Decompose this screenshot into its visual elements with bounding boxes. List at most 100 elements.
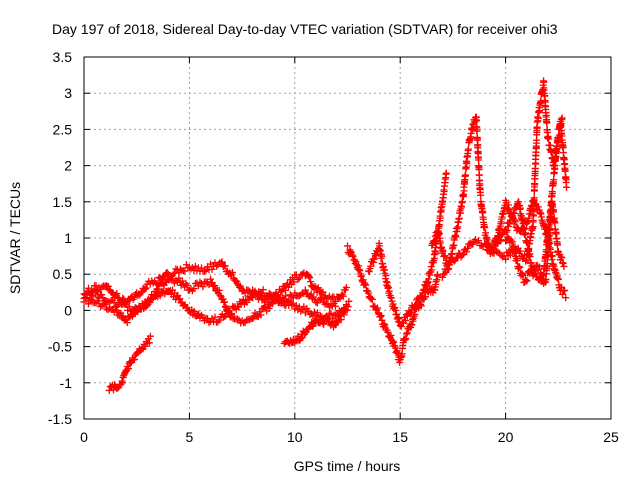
data-point bbox=[365, 289, 373, 297]
data-point bbox=[292, 302, 300, 310]
y-tick-label: -1 bbox=[60, 375, 73, 391]
data-point bbox=[297, 334, 305, 342]
data-point bbox=[502, 255, 510, 263]
data-point bbox=[285, 296, 293, 304]
data-point bbox=[119, 294, 127, 302]
data-point bbox=[347, 248, 355, 256]
data-point bbox=[482, 241, 490, 249]
data-point bbox=[196, 314, 204, 322]
data-point bbox=[106, 304, 114, 312]
data-point bbox=[412, 302, 420, 310]
series-track-a bbox=[80, 258, 350, 308]
data-point bbox=[327, 301, 335, 309]
data-point bbox=[283, 298, 291, 306]
data-point bbox=[481, 224, 489, 232]
data-point bbox=[387, 331, 395, 339]
data-point bbox=[145, 297, 153, 305]
data-point bbox=[531, 267, 539, 275]
data-point bbox=[370, 255, 378, 263]
data-point bbox=[401, 317, 409, 325]
data-point bbox=[146, 299, 154, 307]
data-point bbox=[513, 256, 521, 264]
data-point bbox=[178, 277, 186, 285]
data-point bbox=[217, 259, 225, 267]
data-point bbox=[558, 114, 566, 122]
data-point bbox=[521, 276, 529, 284]
data-point bbox=[211, 313, 219, 321]
data-point bbox=[224, 305, 232, 313]
x-tick-label: 0 bbox=[80, 429, 88, 445]
data-point bbox=[187, 265, 195, 273]
data-point bbox=[403, 330, 411, 338]
data-point bbox=[202, 266, 210, 274]
data-point bbox=[190, 307, 198, 315]
x-axis-ticks: 0 5 10 15 20 25 bbox=[80, 57, 619, 445]
data-point bbox=[176, 295, 184, 303]
data-point bbox=[419, 286, 427, 294]
data-point bbox=[352, 258, 360, 266]
data-point bbox=[265, 289, 273, 297]
series-track-e bbox=[280, 297, 353, 348]
data-point bbox=[518, 271, 526, 279]
data-point bbox=[277, 299, 285, 307]
data-point bbox=[438, 246, 446, 254]
data-point bbox=[532, 159, 540, 167]
data-point bbox=[306, 311, 314, 319]
data-point bbox=[228, 310, 236, 318]
data-point bbox=[368, 295, 376, 303]
data-point bbox=[380, 320, 388, 328]
x-axis-label: GPS time / hours bbox=[294, 458, 401, 474]
data-point bbox=[325, 310, 333, 318]
data-point bbox=[384, 328, 392, 336]
data-point bbox=[110, 298, 118, 306]
data-point bbox=[344, 303, 352, 311]
data-point bbox=[369, 258, 377, 266]
data-point bbox=[206, 275, 214, 283]
data-point bbox=[555, 131, 563, 139]
series-track-g bbox=[365, 169, 450, 330]
data-point bbox=[213, 262, 221, 270]
data-point bbox=[141, 285, 149, 293]
data-point bbox=[156, 292, 164, 300]
data-point bbox=[552, 152, 560, 160]
data-point bbox=[265, 305, 273, 313]
data-point bbox=[559, 290, 567, 298]
data-point bbox=[553, 146, 561, 154]
data-point bbox=[288, 301, 296, 309]
data-point bbox=[85, 300, 93, 308]
data-point bbox=[333, 310, 341, 318]
data-point bbox=[434, 272, 442, 280]
data-point bbox=[306, 274, 314, 282]
data-point bbox=[436, 214, 444, 222]
data-point bbox=[522, 257, 530, 265]
data-point bbox=[233, 302, 241, 310]
data-point bbox=[562, 294, 570, 302]
data-point bbox=[342, 302, 350, 310]
data-point bbox=[561, 286, 569, 294]
data-point bbox=[117, 380, 125, 388]
data-point bbox=[260, 302, 268, 310]
data-point bbox=[401, 336, 409, 344]
data-point bbox=[305, 272, 313, 280]
data-point bbox=[441, 252, 449, 260]
data-point bbox=[540, 270, 548, 278]
series-track-k bbox=[502, 114, 566, 287]
data-point bbox=[218, 258, 226, 266]
data-point bbox=[163, 269, 171, 277]
data-point bbox=[378, 252, 386, 260]
data-point bbox=[515, 263, 523, 271]
data-point bbox=[534, 114, 542, 122]
data-point bbox=[521, 229, 529, 237]
y-tick-label: -1.5 bbox=[48, 411, 72, 427]
data-point bbox=[367, 262, 375, 270]
data-points bbox=[80, 77, 571, 394]
data-point bbox=[310, 308, 318, 316]
data-point bbox=[560, 262, 568, 270]
data-point bbox=[146, 280, 154, 288]
data-point bbox=[339, 292, 347, 300]
x-tick-label: 25 bbox=[603, 429, 619, 445]
data-point bbox=[474, 141, 482, 149]
data-point bbox=[277, 288, 285, 296]
data-point bbox=[505, 206, 513, 214]
data-point bbox=[562, 176, 570, 184]
